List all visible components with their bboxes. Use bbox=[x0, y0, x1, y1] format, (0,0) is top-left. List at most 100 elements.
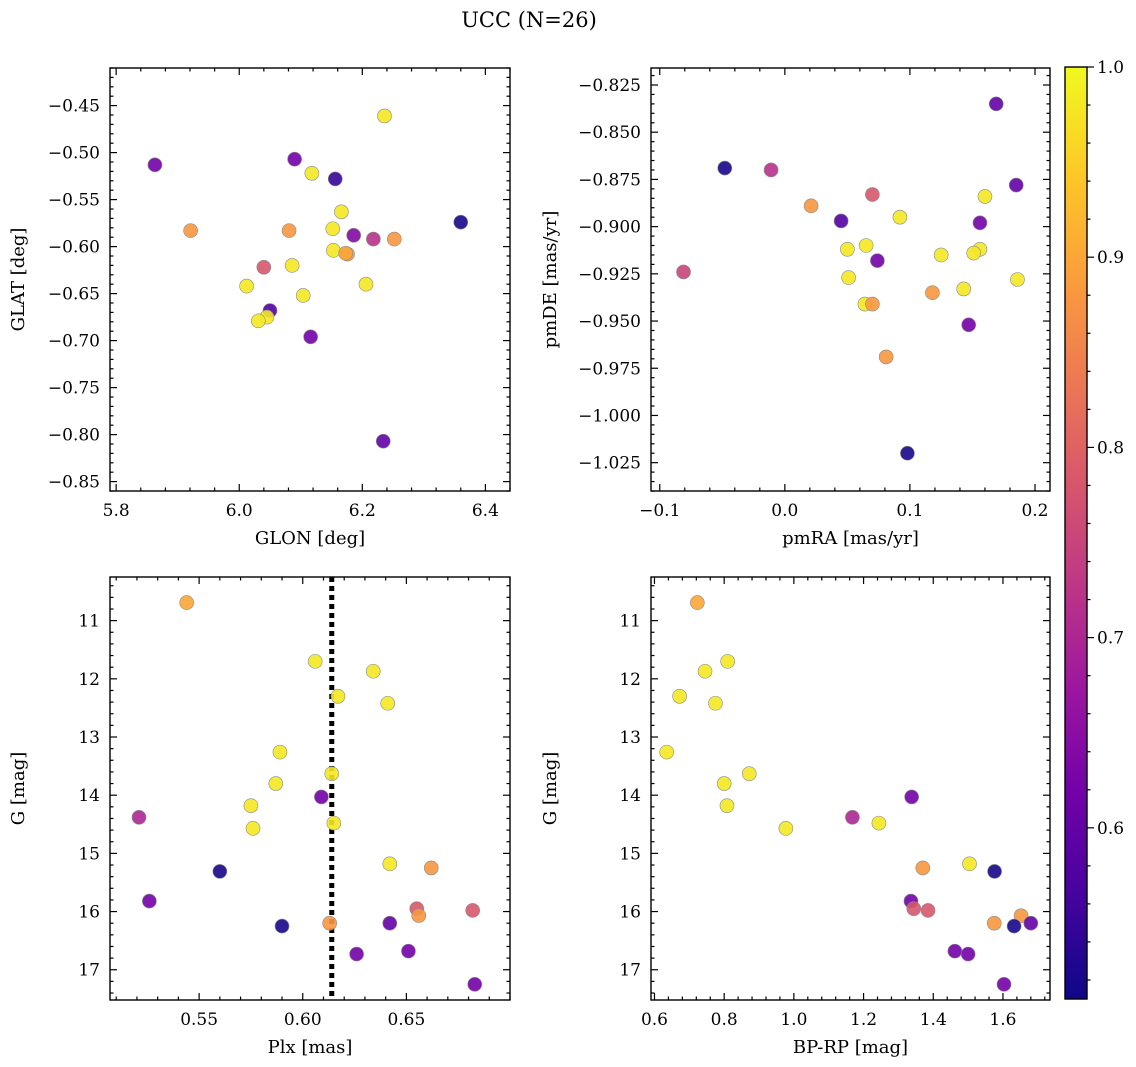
data-point bbox=[904, 789, 919, 805]
data-point bbox=[131, 810, 147, 825]
data-point bbox=[423, 860, 439, 876]
data-point bbox=[956, 281, 971, 297]
data-point bbox=[717, 160, 733, 176]
colorbar: 0.6 0.7 0.8 0.9 1.0 bbox=[1064, 58, 1124, 1000]
data-points bbox=[131, 595, 483, 992]
y-tick-label: 14 bbox=[619, 786, 641, 806]
data-point bbox=[245, 821, 261, 836]
y-tick-label: −0.900 bbox=[578, 218, 641, 238]
data-point bbox=[871, 815, 887, 831]
data-point bbox=[281, 223, 297, 238]
y-tick-label: 17 bbox=[619, 961, 641, 981]
y-tick-label: −0.70 bbox=[48, 332, 100, 352]
y-tick-label: 13 bbox=[619, 728, 641, 748]
data-point bbox=[314, 789, 329, 805]
colorbar-tick-label: 0.9 bbox=[1097, 248, 1124, 268]
data-point bbox=[322, 915, 337, 931]
y-axis-label: G [mag] bbox=[8, 752, 29, 825]
data-point bbox=[334, 204, 349, 220]
data-point bbox=[274, 918, 290, 934]
data-point bbox=[380, 695, 396, 711]
y-tick-label: 16 bbox=[78, 903, 100, 923]
data-points bbox=[676, 96, 1025, 461]
panel-3: 0.55 0.60 0.65 11 12 13 14 15 16 17 Plx [mas] G [ma… bbox=[8, 576, 511, 1058]
y-axis-label: G [mag] bbox=[540, 752, 561, 825]
tick-marks bbox=[651, 577, 1050, 1000]
data-point bbox=[303, 329, 318, 345]
x-tick-label: 6.0 bbox=[226, 501, 253, 521]
y-tick-label: −0.85 bbox=[48, 473, 100, 493]
data-point bbox=[327, 171, 343, 187]
data-point bbox=[892, 209, 908, 225]
y-tick-label: 12 bbox=[619, 670, 641, 690]
x-tick-label: −0.1 bbox=[639, 501, 680, 521]
panel-4: 0.6 0.8 1.0 1.2 1.4 1.6 11 12 13 14 15 16 17 BP-RP [m… bbox=[540, 576, 1051, 1058]
data-points bbox=[659, 595, 1039, 992]
data-point bbox=[147, 157, 163, 173]
data-point bbox=[239, 278, 254, 294]
figure-title: UCC (N=26) bbox=[461, 8, 597, 32]
x-tick-label: 0.2 bbox=[1021, 501, 1048, 521]
data-point bbox=[960, 946, 976, 962]
data-point bbox=[304, 165, 320, 181]
data-point bbox=[284, 258, 300, 273]
data-point bbox=[741, 766, 757, 781]
x-tick-label: 1.0 bbox=[780, 1010, 807, 1030]
data-point bbox=[387, 231, 402, 247]
panel-2: −0.1 0.0 0.1 0.2 −1.025 −1.000 −0.975 −0.950 −0.… bbox=[540, 67, 1051, 549]
data-point bbox=[708, 695, 723, 711]
y-tick-label: 11 bbox=[619, 612, 641, 632]
data-point bbox=[878, 349, 894, 365]
plot-frame bbox=[109, 576, 511, 1001]
y-tick-label: 15 bbox=[619, 844, 641, 864]
tick-marks bbox=[110, 577, 511, 1000]
x-tick-label: 1.6 bbox=[989, 1010, 1016, 1030]
data-point bbox=[401, 943, 416, 959]
y-tick-label: −0.825 bbox=[578, 76, 641, 96]
data-point bbox=[906, 901, 922, 916]
plot-frame bbox=[650, 576, 1051, 1001]
data-point bbox=[933, 247, 949, 263]
data-point bbox=[326, 815, 342, 831]
data-point bbox=[295, 288, 311, 303]
data-point bbox=[1010, 272, 1025, 287]
data-point bbox=[961, 317, 976, 333]
y-tick-label: −0.55 bbox=[48, 191, 100, 211]
y-tick-label: −1.000 bbox=[578, 406, 641, 426]
data-point bbox=[268, 776, 284, 791]
plot-frame bbox=[109, 67, 511, 492]
y-tick-label: −0.925 bbox=[578, 265, 641, 285]
data-point bbox=[382, 915, 398, 931]
data-point bbox=[962, 856, 977, 872]
data-point bbox=[977, 189, 993, 204]
data-point bbox=[996, 976, 1012, 992]
data-point bbox=[453, 214, 469, 230]
data-point bbox=[243, 798, 259, 813]
data-points bbox=[147, 108, 469, 449]
data-point bbox=[672, 688, 687, 704]
data-point bbox=[858, 238, 874, 253]
data-point bbox=[377, 108, 392, 124]
y-axis-label: pmDE [mas/yr] bbox=[540, 211, 561, 349]
y-tick-label: 13 bbox=[78, 728, 100, 748]
y-tick-label: 11 bbox=[78, 612, 100, 632]
y-tick-label: 16 bbox=[619, 903, 641, 923]
colorbar-tick-label: 0.8 bbox=[1097, 438, 1124, 458]
data-point bbox=[251, 313, 266, 329]
plot-frame bbox=[650, 67, 1051, 492]
data-point bbox=[920, 903, 936, 918]
data-point bbox=[865, 296, 880, 312]
data-point bbox=[870, 253, 885, 268]
colorbar-tick-label: 1.0 bbox=[1097, 58, 1124, 78]
data-point bbox=[366, 231, 381, 247]
data-point bbox=[411, 908, 427, 923]
data-point bbox=[803, 198, 819, 214]
data-point bbox=[325, 221, 341, 237]
y-tick-label: −1.025 bbox=[578, 454, 641, 474]
x-tick-label: 1.2 bbox=[850, 1010, 877, 1030]
y-tick-label: 14 bbox=[78, 786, 100, 806]
data-point bbox=[845, 810, 860, 825]
y-tick-label: −0.60 bbox=[48, 238, 100, 258]
data-point bbox=[676, 264, 691, 280]
x-tick-label: 0.0 bbox=[771, 501, 798, 521]
